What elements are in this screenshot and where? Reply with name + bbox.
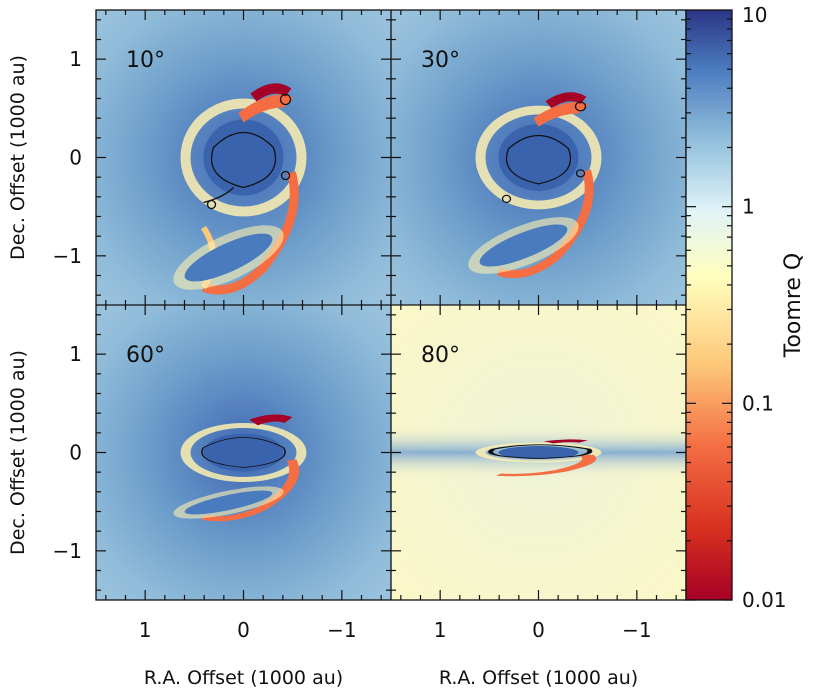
disk-feature [173,83,307,295]
disk-feature [475,439,602,477]
disk-feature [173,414,307,522]
panel-60 [96,305,391,600]
x-axis-label: R.A. Offset (1000 au) [439,667,638,689]
y-tick-label: 0 [69,441,82,465]
colorbar-label: Toomre Q [781,253,806,358]
colorbar [685,9,733,601]
axis-ticks [96,10,686,600]
y-tick-label: 1 [69,47,82,71]
axis-labels: 10° 30° 60° 80° 1 0 −1 R.A. Offset (1000 au) 1 0 −… [7,47,652,689]
y-tick-label: 0 [69,146,82,170]
y-tick-label: −1 [53,244,82,268]
panel-10 [96,10,391,305]
panel-label: 10° [126,48,165,73]
x-tick-label: −1 [327,618,356,642]
panel-label: 30° [421,48,460,73]
x-tick-label: 0 [237,618,250,642]
colorbar-tick-label: 0.01 [742,588,787,612]
y-tick-label: −1 [53,539,82,563]
disk-feature [468,92,602,279]
x-tick-label: 1 [139,618,152,642]
colorbar-tick-label: 10 [742,3,767,27]
colorbar-ticks: 10 1 0.1 0.01 [686,3,787,612]
colorbar-tick-label: 0.1 [742,391,774,415]
panel-label: 60° [126,343,165,368]
panel-30 [391,10,686,305]
y-axis-label: Dec. Offset (1000 au) [7,350,29,555]
panel-label: 80° [421,343,460,368]
x-tick-label: −1 [622,618,651,642]
y-axis-label: Dec. Offset (1000 au) [7,55,29,260]
colorbar-tick-label: 1 [742,195,755,219]
y-tick-label: 1 [69,342,82,366]
x-tick-label: 0 [532,618,545,642]
x-tick-label: 1 [434,618,447,642]
x-axis-label: R.A. Offset (1000 au) [144,667,343,689]
panel-80 [391,305,686,600]
